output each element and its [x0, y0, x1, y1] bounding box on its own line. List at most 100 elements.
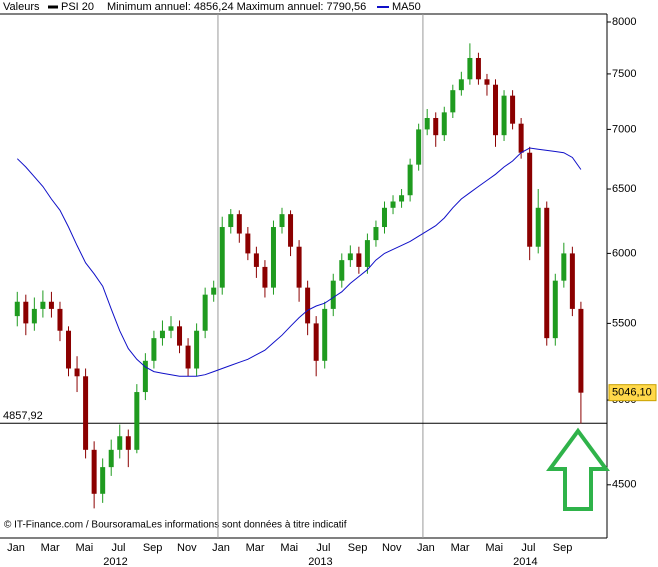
candle-body — [211, 287, 217, 295]
candle-body — [578, 308, 584, 393]
x-tick-label: Jul — [111, 542, 125, 554]
y-tick-label: 7500 — [612, 68, 636, 80]
candle-body — [83, 376, 89, 450]
candle-body — [31, 308, 37, 324]
x-tick-label: Mar — [246, 542, 265, 554]
x-tick-label: Nov — [382, 542, 402, 554]
candle-body — [57, 308, 63, 331]
candle-body — [416, 129, 422, 165]
y-tick-label: 5500 — [612, 317, 636, 329]
x-tick-label: Mai — [485, 542, 503, 554]
candle-body — [185, 345, 191, 369]
candle-body — [561, 253, 567, 281]
candle-body — [279, 214, 285, 228]
x-tick-label: Jul — [316, 542, 330, 554]
candle-body — [322, 308, 328, 361]
candle-body — [339, 260, 345, 281]
candle-body — [390, 201, 396, 208]
candle-body — [194, 330, 200, 369]
y-tick-label: 6000 — [612, 247, 636, 259]
candle-body — [134, 392, 140, 450]
x-tick-label: Sep — [143, 542, 163, 554]
candle-body — [23, 301, 29, 324]
candle-body — [14, 301, 20, 317]
candle-body — [48, 301, 54, 309]
candle-body — [364, 240, 370, 267]
legend-label: PSI 20 — [61, 1, 94, 13]
ma-line — [16, 147, 582, 377]
candle-body — [228, 214, 234, 228]
candle-body — [356, 253, 362, 267]
year-label: 2014 — [513, 556, 537, 567]
candle-body — [245, 233, 251, 254]
candle-body — [108, 449, 114, 468]
y-tick-label: 6500 — [612, 183, 636, 195]
candle-body — [381, 207, 387, 228]
candle-body — [296, 246, 302, 288]
candle-body — [270, 227, 276, 288]
x-tick-label: Sep — [348, 542, 368, 554]
candle-body — [253, 253, 259, 267]
candle-body — [399, 195, 405, 202]
candle-body — [475, 57, 481, 80]
candle-body — [288, 214, 294, 247]
candle-body — [262, 266, 268, 288]
candle-body — [74, 368, 80, 377]
x-tick-label: Jul — [521, 542, 535, 554]
candle-body — [569, 253, 575, 309]
x-tick-label: Jan — [212, 542, 230, 554]
candle-body — [66, 330, 72, 369]
candle-body — [347, 253, 353, 261]
footer-text: © IT-Finance.com / BoursoramaLes informa… — [4, 520, 347, 531]
candle-body — [313, 323, 319, 361]
candle-body — [501, 95, 507, 136]
arrow-icon — [546, 427, 610, 511]
candle-body — [544, 207, 550, 339]
candle-body — [125, 436, 131, 450]
last-price-box — [608, 384, 657, 402]
candle-body — [510, 95, 516, 124]
candle-body — [91, 449, 97, 494]
candle-body — [100, 467, 106, 494]
candle-body — [202, 294, 208, 331]
candle-body — [493, 84, 499, 136]
candle-body — [535, 207, 541, 247]
stats-text: Minimum annuel: 4856,24 Maximum annuel: … — [107, 1, 366, 13]
candle-body — [407, 164, 413, 196]
candle-body — [518, 123, 524, 153]
candle-body — [330, 280, 336, 309]
x-tick-label: Sep — [553, 542, 573, 554]
candle-body — [177, 326, 183, 346]
header-label: Valeurs — [3, 1, 40, 13]
year-label: 2012 — [103, 556, 127, 567]
y-tick-label: 7000 — [612, 123, 636, 135]
reference-label: 4857,92 — [3, 410, 43, 422]
y-tick-label: 8000 — [612, 16, 636, 28]
candle-body — [168, 326, 174, 331]
candle-body — [467, 57, 473, 80]
candle-body — [450, 90, 456, 113]
candle-body — [305, 287, 311, 324]
x-tick-label: Nov — [177, 542, 197, 554]
candle-body — [159, 330, 165, 339]
last-price-label: 5046,10 — [612, 387, 652, 399]
candle-body — [433, 118, 439, 136]
x-tick-label: Mar — [451, 542, 470, 554]
candle-body — [117, 436, 123, 450]
candle-body — [236, 214, 242, 234]
candle-body — [441, 112, 447, 136]
candle-body — [142, 360, 148, 393]
candle-body — [527, 152, 533, 247]
candle-body — [552, 280, 558, 339]
candle-body — [219, 227, 225, 288]
y-tick-label: 4500 — [612, 479, 636, 491]
x-tick-label: Jan — [417, 542, 435, 554]
candle-body — [458, 79, 464, 91]
legend-label: MA50 — [392, 1, 421, 13]
candle-body — [484, 79, 490, 85]
x-tick-label: Jan — [7, 542, 25, 554]
x-tick-label: Mar — [41, 542, 60, 554]
candle-body — [151, 338, 157, 361]
